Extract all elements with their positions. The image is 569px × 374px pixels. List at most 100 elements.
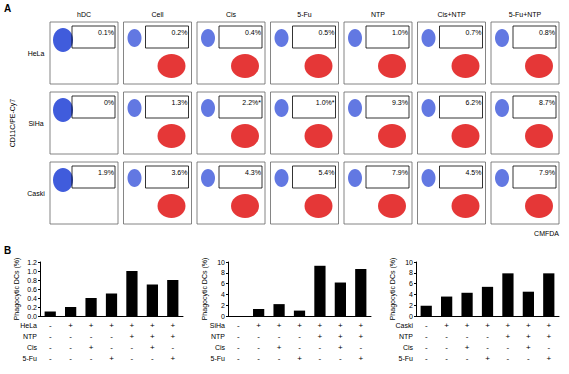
svg-text:-: - (69, 343, 72, 352)
svg-text:5-Fu: 5-Fu (297, 11, 312, 18)
svg-text:Cis+NTP: Cis+NTP (437, 11, 466, 18)
svg-text:+: + (338, 321, 343, 330)
svg-text:-: - (425, 332, 428, 341)
svg-text:-: - (49, 354, 52, 363)
svg-text:0.7%: 0.7% (466, 29, 482, 36)
svg-text:-: - (319, 354, 322, 363)
svg-text:4: 4 (409, 291, 413, 298)
svg-text:Phagocytic DCs (%): Phagocytic DCs (%) (201, 258, 209, 321)
svg-text:-: - (507, 343, 510, 352)
svg-text:4: 4 (221, 291, 225, 298)
svg-text:-: - (257, 354, 260, 363)
svg-text:NTP: NTP (371, 11, 385, 18)
svg-text:Cis: Cis (215, 344, 226, 351)
svg-text:-: - (466, 354, 469, 363)
svg-text:-: - (237, 343, 240, 352)
svg-text:2.2%*: 2.2%* (242, 99, 261, 106)
svg-text:-: - (90, 354, 93, 363)
svg-text:5-Fu: 5-Fu (399, 355, 414, 362)
svg-text:+: + (68, 321, 73, 330)
svg-text:1.0%*: 1.0%* (316, 99, 335, 106)
svg-text:7.9%: 7.9% (392, 169, 408, 176)
svg-text:-: - (171, 343, 174, 352)
svg-text:-: - (547, 343, 550, 352)
svg-text:Cis: Cis (226, 11, 237, 18)
svg-text:B: B (4, 245, 11, 256)
svg-text:+: + (109, 354, 114, 363)
svg-text:0.8%: 0.8% (539, 29, 555, 36)
svg-text:-: - (527, 354, 530, 363)
svg-text:+: + (546, 354, 551, 363)
svg-text:0%: 0% (104, 99, 114, 106)
svg-text:NTP: NTP (23, 333, 37, 340)
svg-text:SiHa: SiHa (210, 322, 225, 329)
svg-text:+: + (358, 354, 363, 363)
svg-text:+: + (465, 343, 470, 352)
svg-text:Cell: Cell (151, 11, 164, 18)
svg-text:1.9%: 1.9% (98, 169, 114, 176)
svg-text:SiHa: SiHa (28, 120, 43, 127)
svg-text:0.8: 0.8 (27, 277, 37, 284)
svg-text:Phagocytic DCs (%): Phagocytic DCs (%) (13, 258, 21, 321)
svg-text:HeLa: HeLa (28, 50, 45, 57)
svg-text:1.0%: 1.0% (392, 29, 408, 36)
svg-text:-: - (425, 321, 428, 330)
svg-text:+: + (256, 321, 261, 330)
svg-text:-: - (69, 354, 72, 363)
svg-text:-: - (445, 354, 448, 363)
svg-text:5-Fu: 5-Fu (23, 355, 38, 362)
svg-text:Caski: Caski (395, 322, 413, 329)
svg-text:0.2%: 0.2% (172, 29, 188, 36)
svg-text:HeLa: HeLa (20, 322, 37, 329)
svg-text:0.4: 0.4 (27, 295, 37, 302)
svg-text:-: - (49, 332, 52, 341)
svg-text:+: + (485, 354, 490, 363)
svg-text:+: + (277, 321, 282, 330)
svg-text:+: + (506, 321, 511, 330)
svg-text:1.0: 1.0 (27, 268, 37, 275)
svg-text:-: - (110, 332, 113, 341)
svg-text:9.3%: 9.3% (392, 99, 408, 106)
svg-text:-: - (237, 354, 240, 363)
svg-text:CD11C/PE-Cy7: CD11C/PE-Cy7 (9, 99, 17, 148)
svg-text:+: + (150, 332, 155, 341)
svg-text:-: - (257, 332, 260, 341)
svg-text:-: - (90, 332, 93, 341)
svg-text:+: + (526, 321, 531, 330)
svg-text:+: + (485, 321, 490, 330)
svg-text:Cis: Cis (27, 344, 38, 351)
svg-text:+: + (465, 321, 470, 330)
svg-text:7.9%: 7.9% (539, 169, 555, 176)
svg-text:-: - (298, 332, 301, 341)
svg-text:+: + (526, 332, 531, 341)
svg-text:-: - (359, 343, 362, 352)
svg-text:+: + (109, 321, 114, 330)
svg-text:-: - (319, 343, 322, 352)
svg-text:-: - (425, 354, 428, 363)
svg-text:0.1%: 0.1% (98, 29, 114, 36)
svg-text:+: + (130, 321, 135, 330)
svg-text:-: - (110, 343, 113, 352)
svg-text:+: + (297, 354, 302, 363)
svg-text:10: 10 (405, 259, 413, 266)
svg-text:+: + (318, 321, 323, 330)
svg-text:-: - (466, 332, 469, 341)
svg-text:+: + (318, 332, 323, 341)
svg-text:1.2: 1.2 (27, 259, 37, 266)
svg-text:+: + (170, 332, 175, 341)
svg-text:8: 8 (409, 269, 413, 276)
svg-text:-: - (486, 332, 489, 341)
svg-text:-: - (69, 332, 72, 341)
svg-text:+: + (506, 332, 511, 341)
svg-text:+: + (338, 343, 343, 352)
svg-text:+: + (150, 321, 155, 330)
svg-text:4.3%: 4.3% (245, 169, 261, 176)
svg-text:5.4%: 5.4% (319, 169, 335, 176)
svg-text:NTP: NTP (211, 333, 225, 340)
svg-text:A: A (4, 3, 11, 14)
svg-text:Caski: Caski (27, 190, 45, 197)
svg-text:+: + (546, 321, 551, 330)
svg-text:6: 6 (409, 280, 413, 287)
svg-text:+: + (297, 321, 302, 330)
svg-text:4.5%: 4.5% (466, 169, 482, 176)
